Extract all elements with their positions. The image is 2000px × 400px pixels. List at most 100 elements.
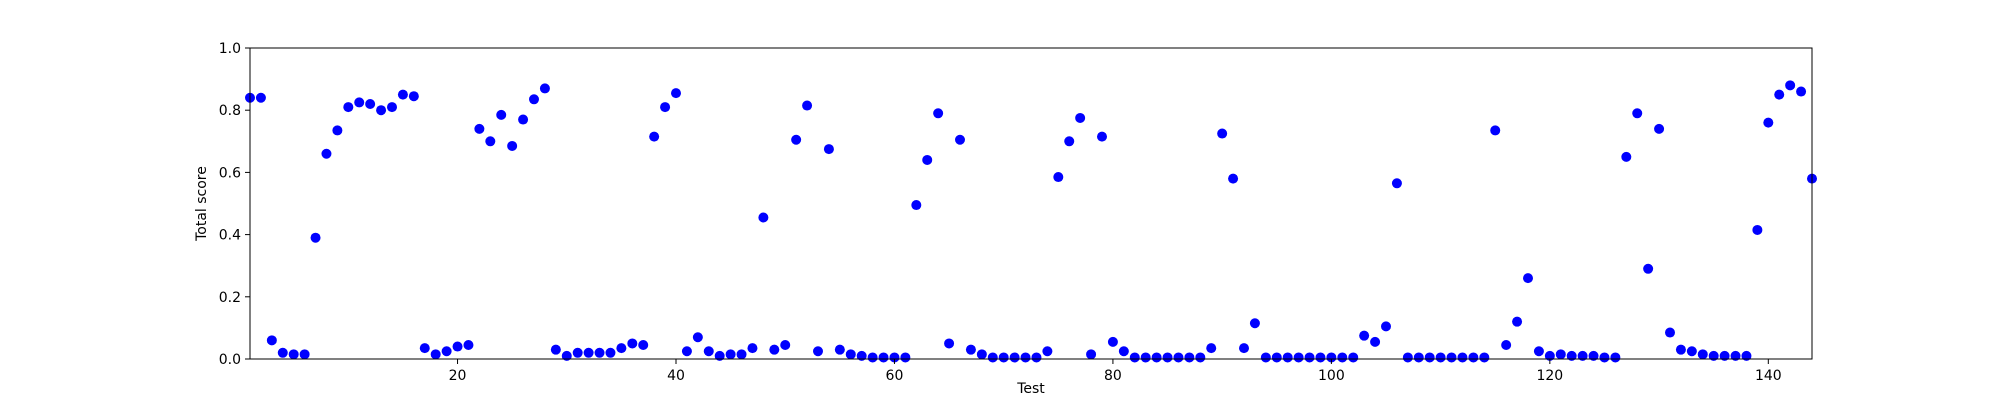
data-point — [900, 352, 911, 363]
data-point — [1741, 350, 1752, 361]
data-point — [1348, 352, 1359, 363]
data-point — [1129, 352, 1140, 363]
x-axis-ticks: 20 40 60 80 100 120 140 — [449, 359, 1782, 384]
data-point — [354, 97, 365, 108]
x-tick-label: 80 — [1104, 368, 1122, 384]
data-point — [1533, 346, 1544, 357]
data-point — [1435, 352, 1446, 363]
data-point — [1796, 86, 1807, 97]
data-point — [1413, 352, 1424, 363]
data-point — [419, 343, 430, 354]
data-point — [1195, 352, 1206, 363]
data-point — [1446, 352, 1457, 363]
data-point — [671, 88, 681, 99]
data-point — [1162, 352, 1173, 363]
data-point — [627, 338, 638, 349]
data-point — [933, 108, 944, 119]
data-point — [1544, 350, 1555, 361]
data-point — [998, 352, 1009, 363]
y-axis-label: Total score — [194, 166, 210, 242]
data-point — [583, 347, 594, 358]
x-tick-label: 40 — [667, 368, 685, 384]
data-point — [376, 105, 387, 116]
data-point — [605, 347, 616, 358]
data-point — [310, 232, 321, 243]
data-point — [1719, 350, 1730, 361]
data-point — [1675, 344, 1686, 355]
data-point — [878, 352, 889, 363]
data-point — [944, 338, 955, 349]
data-point — [769, 344, 780, 355]
data-point — [1228, 173, 1239, 184]
data-point — [747, 343, 758, 354]
data-point — [1763, 117, 1774, 128]
data-point — [1599, 352, 1610, 363]
data-point — [758, 212, 769, 223]
data-point — [1381, 321, 1391, 332]
data-point — [1184, 352, 1195, 363]
data-point — [976, 349, 987, 360]
data-point — [1730, 350, 1741, 361]
data-point — [1260, 352, 1271, 363]
data-point — [1020, 352, 1031, 363]
data-point — [1555, 349, 1566, 360]
data-point — [649, 131, 660, 142]
data-point — [255, 92, 266, 103]
data-point — [1271, 352, 1282, 363]
data-point — [1140, 352, 1151, 363]
plot-frame — [249, 47, 1813, 360]
y-tick-label: 1.0 — [219, 41, 241, 57]
data-point — [965, 344, 976, 355]
data-point — [780, 340, 791, 350]
data-point — [813, 346, 823, 357]
data-point — [1457, 352, 1468, 363]
data-point — [1577, 350, 1588, 361]
data-point — [550, 344, 561, 355]
data-point — [1337, 352, 1348, 363]
data-point — [496, 109, 507, 120]
data-point — [1665, 327, 1675, 338]
data-point — [288, 349, 299, 360]
data-point — [452, 341, 463, 352]
data-point — [518, 114, 529, 125]
data-point — [1173, 352, 1184, 363]
data-point — [1501, 340, 1512, 350]
data-point — [1053, 172, 1064, 183]
data-point — [638, 340, 649, 350]
data-point — [856, 350, 867, 361]
data-point — [987, 352, 998, 363]
data-point — [1239, 343, 1249, 354]
data-point — [911, 200, 922, 211]
data-points — [245, 80, 1817, 363]
y-axis-ticks: 0.0 0.2 0.4 0.6 0.8 1.0 — [219, 41, 250, 368]
data-point — [845, 349, 856, 360]
data-point — [1686, 346, 1697, 357]
data-point — [1654, 123, 1665, 134]
data-point — [1479, 352, 1490, 363]
data-point — [1610, 352, 1621, 363]
data-point — [1097, 131, 1107, 142]
data-point — [299, 349, 310, 360]
data-point — [463, 340, 474, 350]
data-point — [660, 102, 671, 113]
data-point — [1326, 352, 1337, 363]
data-point — [1402, 352, 1413, 363]
data-point — [922, 154, 933, 165]
data-point — [1217, 128, 1228, 139]
data-point — [1785, 80, 1796, 91]
data-point — [1304, 352, 1315, 363]
data-point — [1042, 346, 1053, 357]
data-point — [572, 347, 583, 358]
data-point — [889, 352, 900, 363]
data-point — [1774, 89, 1785, 100]
data-point — [1086, 349, 1097, 360]
data-point — [1708, 350, 1719, 361]
data-point — [397, 89, 408, 100]
data-point — [507, 140, 518, 151]
data-point — [1424, 352, 1435, 363]
y-tick-label: 0.4 — [219, 228, 241, 244]
data-point — [387, 102, 397, 113]
data-point — [1107, 336, 1118, 347]
data-point — [616, 343, 627, 354]
